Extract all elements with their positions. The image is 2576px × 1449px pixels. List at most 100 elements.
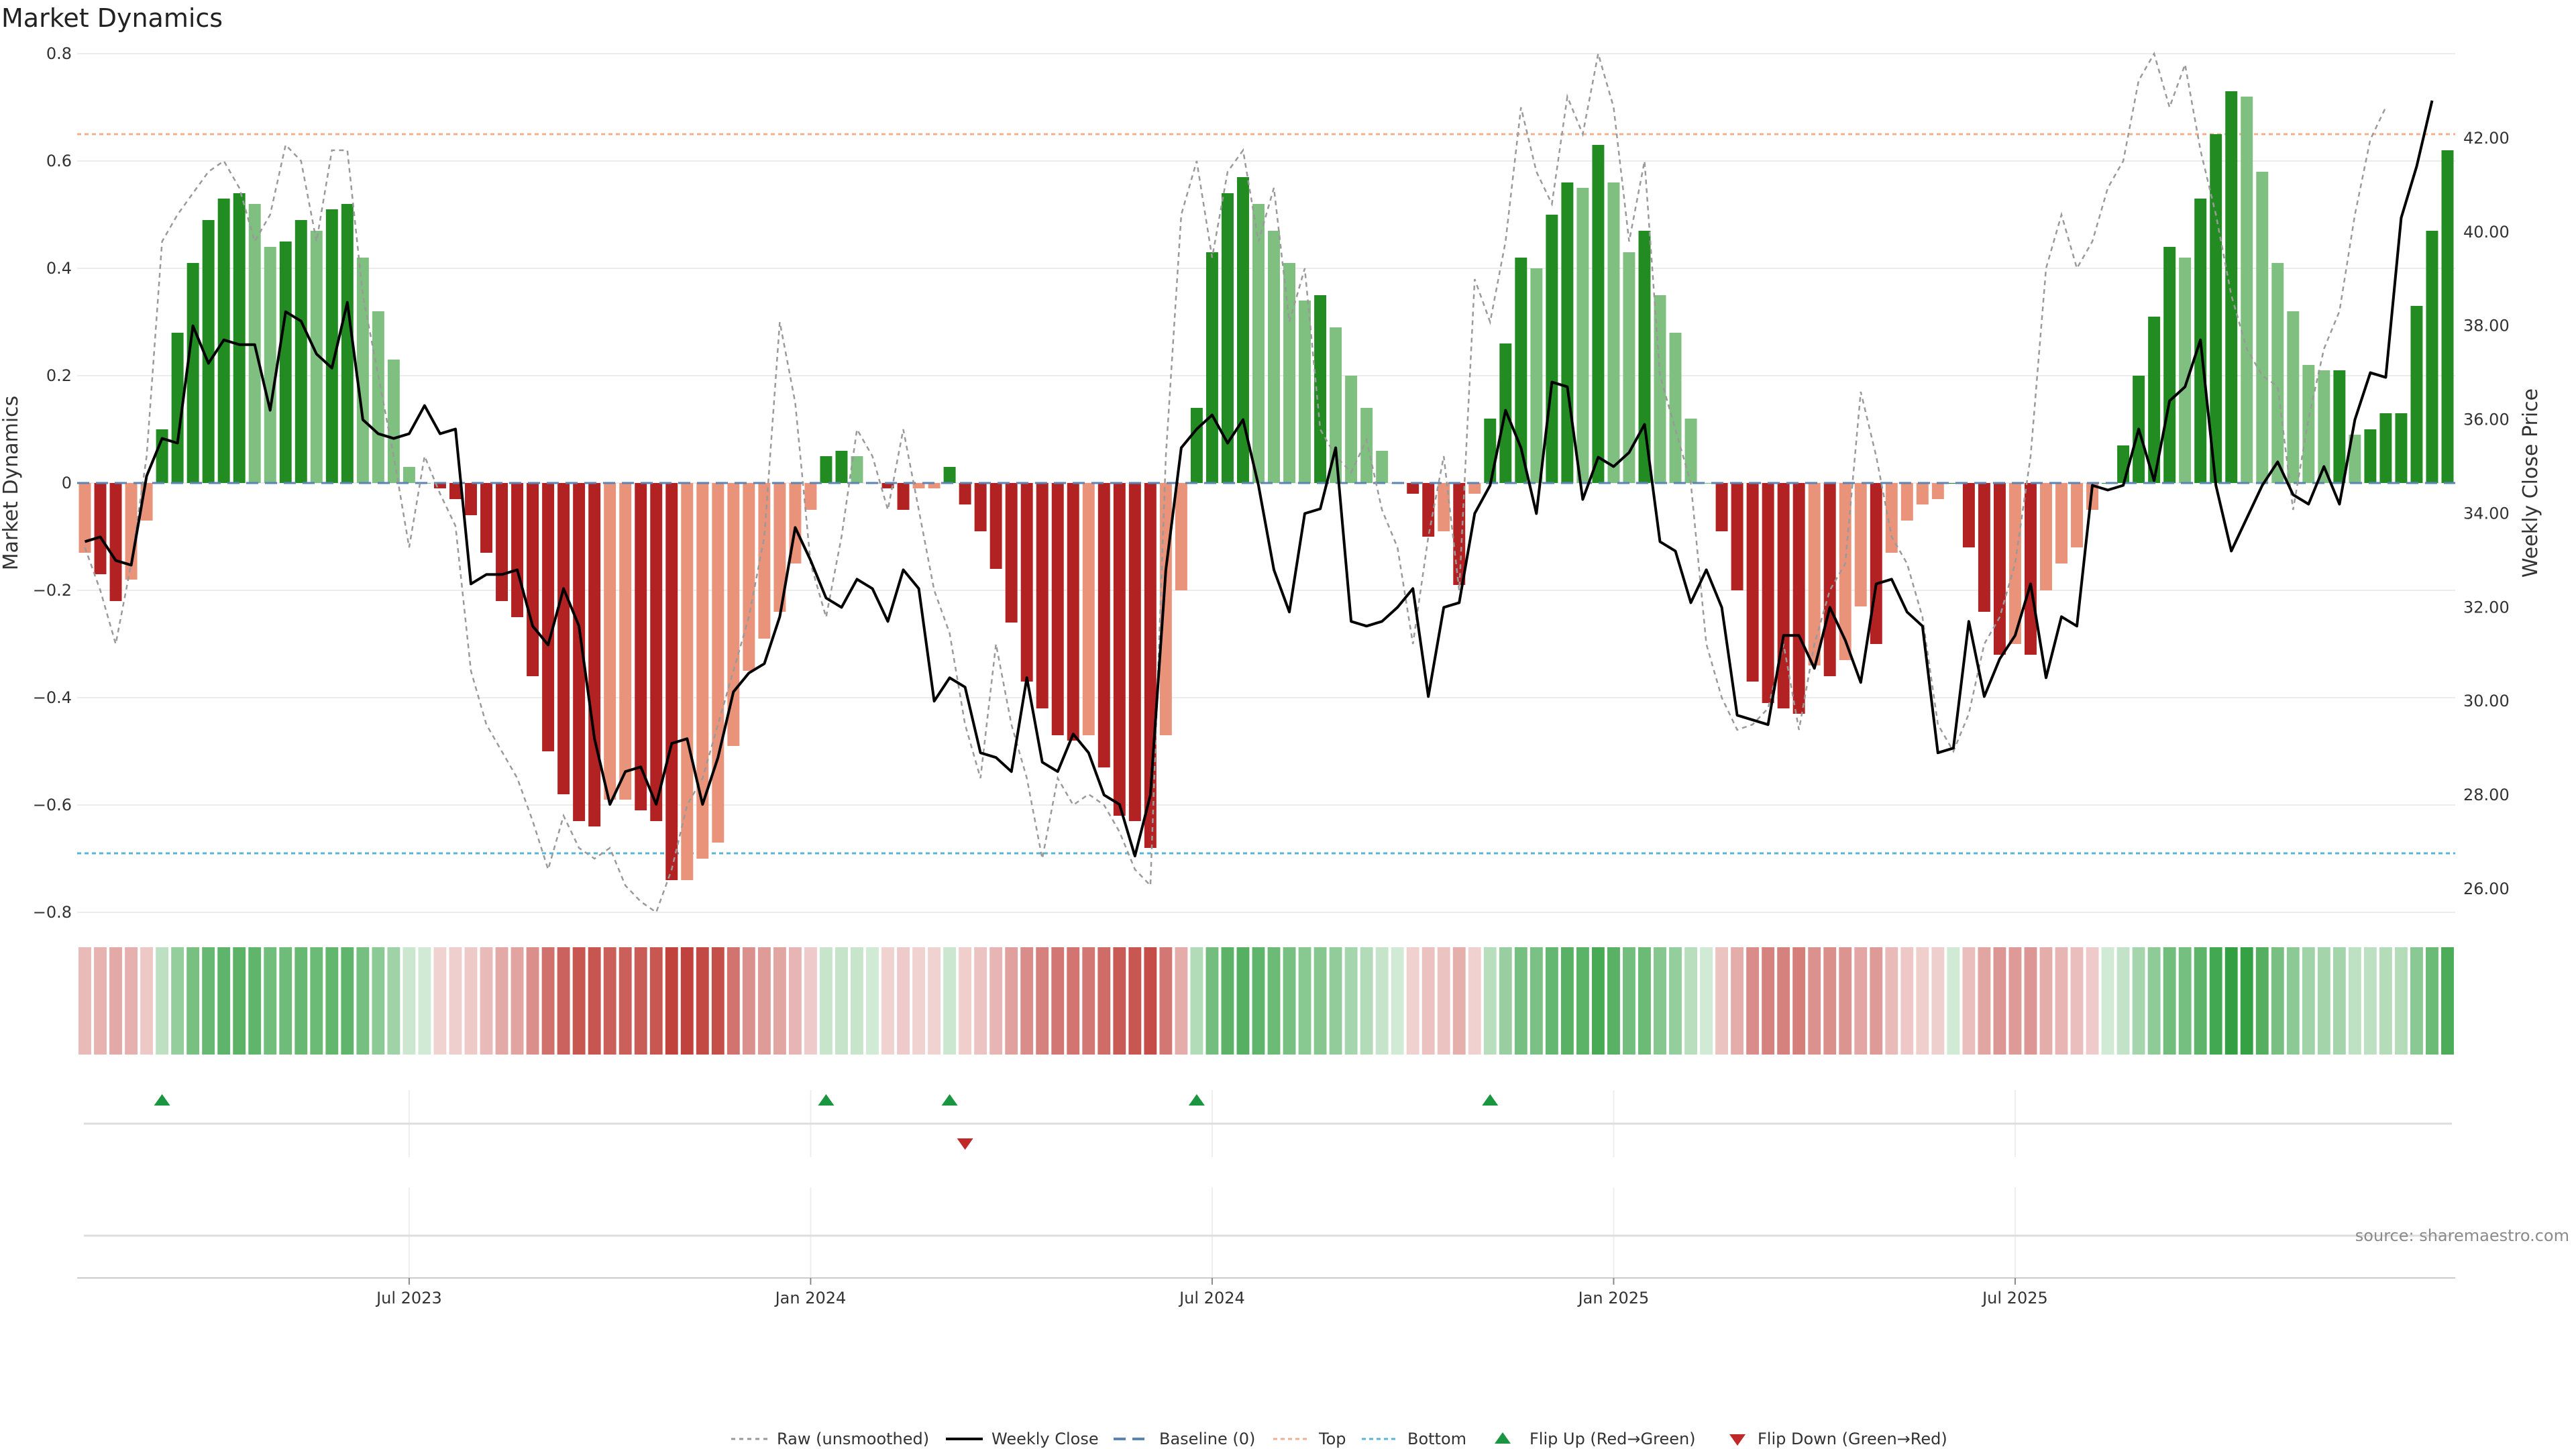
dynamics-bar [2210, 134, 2222, 483]
heat-cell [1190, 947, 1203, 1055]
dynamics-bar [1051, 483, 1064, 735]
dynamics-bar [264, 247, 276, 483]
dynamics-bar [2287, 311, 2300, 483]
heat-cell [696, 947, 709, 1055]
dynamics-bar [1236, 177, 1249, 483]
flip-down-icon [957, 1138, 973, 1150]
x-tick-label: Jul 2024 [1178, 1289, 1245, 1307]
dynamics-bar [573, 483, 586, 821]
dynamics-bar [881, 483, 894, 488]
heat-cell [2363, 947, 2377, 1055]
heat-cell [2332, 947, 2346, 1055]
heat-cell [757, 947, 771, 1055]
dynamics-bar [2426, 231, 2438, 483]
heat-cell [1313, 947, 1327, 1055]
legend-close-label: Weekly Close [991, 1430, 1099, 1448]
left-tick-label: −0.4 [33, 688, 72, 707]
right-tick-label: 42.00 [2463, 129, 2510, 148]
left-tick-label: 0 [62, 474, 72, 492]
heat-cell [742, 947, 755, 1055]
heat-cell [649, 947, 663, 1055]
heat-cell [1375, 947, 1389, 1055]
heat-cell [1885, 947, 1898, 1055]
raw-line [84, 51, 2387, 914]
heat-cell [1823, 947, 1837, 1055]
right-axis-ticks: 42.00 40.00 38.00 36.00 34.00 32.00 30.00 28.00… [2463, 129, 2510, 898]
dynamics-bar [1360, 408, 1373, 483]
dynamics-bar [588, 483, 601, 826]
heat-cell [387, 947, 400, 1055]
x-tick-label: Jul 2025 [1981, 1289, 2048, 1307]
dynamics-bar [2271, 263, 2284, 483]
heat-cell [1700, 947, 1713, 1055]
heat-cell [1808, 947, 1821, 1055]
heat-cell [943, 947, 957, 1055]
heat-cell [897, 947, 910, 1055]
dynamics-bar [480, 483, 492, 553]
heat-cell [217, 947, 231, 1055]
dynamics-bar [1330, 327, 1342, 483]
dynamics-bar [820, 456, 833, 483]
dynamics-bar [1515, 258, 1527, 483]
dynamics-bar [1900, 483, 1913, 521]
heat-cell [541, 947, 555, 1055]
heat-cell [1360, 947, 1373, 1055]
left-tick-label: −0.6 [33, 796, 72, 814]
raw-series [84, 51, 2387, 914]
heat-cell [1252, 947, 1265, 1055]
dynamics-bar [1097, 483, 1110, 767]
heat-cell [1777, 947, 1790, 1055]
heat-cell [1731, 947, 1744, 1055]
heat-cell [2379, 947, 2392, 1055]
heat-cell [1993, 947, 2006, 1055]
dynamics-bar [1592, 145, 1605, 483]
heat-cell [1344, 947, 1358, 1055]
dynamics-bar [1823, 483, 1836, 676]
heat-cell [1421, 947, 1435, 1055]
heat-cell [1962, 947, 1976, 1055]
dynamics-bar [1978, 483, 1990, 612]
dynamics-bar [2364, 429, 2377, 483]
heat-cell [2348, 947, 2361, 1055]
heat-cell [1205, 947, 1219, 1055]
heat-cell [1623, 947, 1635, 1055]
heat-cell [1082, 947, 1095, 1055]
dynamics-bar [1854, 483, 1867, 606]
heat-cell [171, 947, 184, 1055]
heat-cell [2132, 947, 2145, 1055]
heat-cell [1329, 947, 1342, 1055]
dynamics-bar [2179, 258, 2192, 483]
dynamics-bar [928, 483, 941, 488]
dynamics-bar [2318, 370, 2330, 483]
dynamics-bar [1607, 182, 1620, 483]
legend-flip-down-icon [1729, 1434, 1746, 1446]
dynamics-bar [1407, 483, 1419, 494]
heat-cell [1391, 947, 1404, 1055]
left-tick-label: −0.8 [33, 903, 72, 922]
heat-cell [526, 947, 539, 1055]
dynamics-bar [294, 220, 307, 483]
right-axis-label: Weekly Close Price [2519, 388, 2542, 578]
chart-title: Market Dynamics [1, 3, 223, 33]
dynamics-bar [989, 483, 1002, 569]
dynamics-bar [341, 204, 354, 483]
heat-cell [974, 947, 987, 1055]
source-credit: source: sharemaestro.com [2355, 1226, 2569, 1245]
heat-cell [2317, 947, 2330, 1055]
heat-cell [2163, 947, 2176, 1055]
dynamics-bar [356, 258, 369, 483]
dynamics-bar [1808, 483, 1821, 665]
heat-cell [1607, 947, 1620, 1055]
dynamics-bar [835, 451, 848, 483]
dynamics-bar [372, 311, 384, 483]
heat-cell [1468, 947, 1481, 1055]
dynamics-bar [2040, 483, 2052, 590]
dynamics-bar [1314, 295, 1327, 483]
dynamics-bar [2055, 483, 2068, 564]
heat-cell [2441, 947, 2454, 1055]
close-line [84, 100, 2434, 858]
heat-cell [1576, 947, 1589, 1055]
dynamics-bar [2410, 306, 2423, 483]
heat-cell [294, 947, 308, 1055]
